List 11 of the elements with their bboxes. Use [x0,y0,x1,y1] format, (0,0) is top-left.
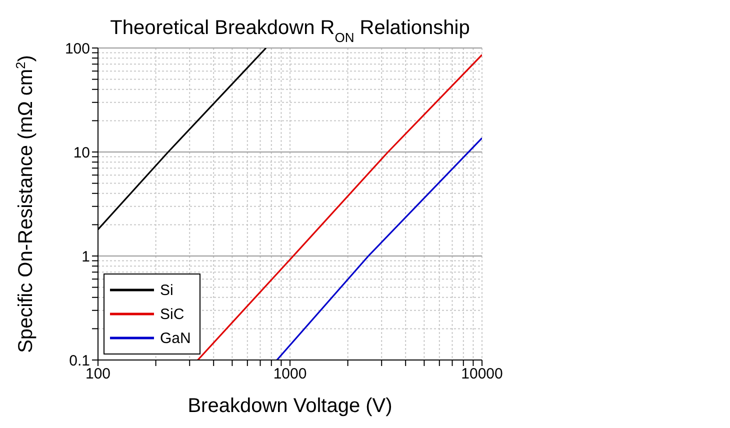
chart-title: Theoretical Breakdown R$_{ON}$ Relationship [110,17,470,44]
y-tick-label: 100 [64,40,90,58]
x-axis-title: Breakdown Voltage (V) [188,395,392,417]
y-tick-label: 1 [82,248,90,266]
line-series [197,54,482,360]
legend-label: GaN [160,330,191,347]
legend-label: Si [160,282,174,299]
x-tick-label: 10000 [461,366,503,383]
y-tick-label: 10 [73,144,90,162]
x-tick-label: 1000 [273,366,307,383]
legend-label: SiC [160,306,184,323]
